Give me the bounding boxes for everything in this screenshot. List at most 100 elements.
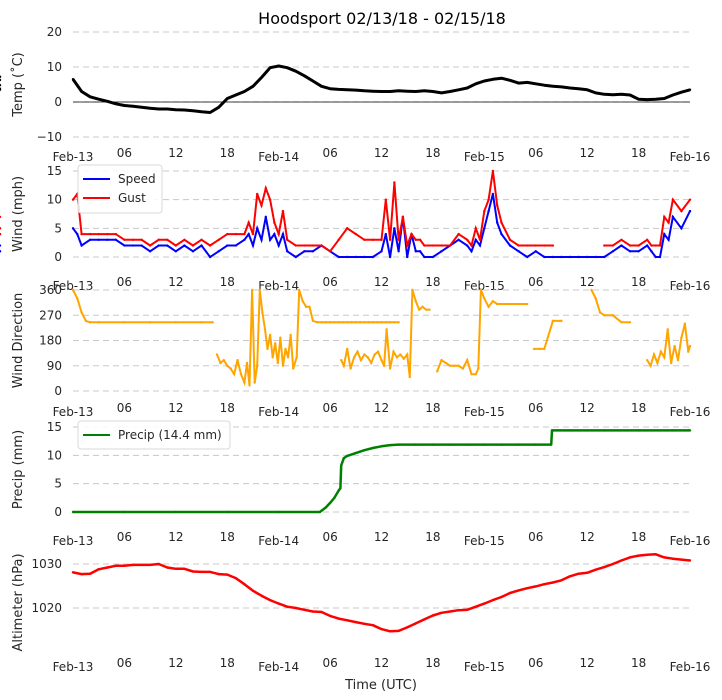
data-point — [380, 238, 383, 241]
data-point — [603, 429, 606, 432]
data-point — [208, 255, 212, 259]
data-point — [577, 87, 580, 90]
data-point — [208, 111, 212, 114]
data-point — [568, 86, 572, 90]
data-point — [397, 89, 400, 93]
data-point — [376, 350, 380, 353]
data-point — [517, 443, 520, 446]
data-point — [71, 288, 75, 292]
data-point — [406, 353, 409, 356]
data-point — [106, 100, 109, 103]
data-point — [256, 192, 259, 196]
y-tick-label: 0 — [54, 505, 62, 519]
data-point — [234, 93, 238, 97]
data-point — [680, 336, 683, 339]
data-point — [114, 232, 118, 236]
data-point — [388, 630, 392, 633]
y-tick-label: 90 — [47, 359, 62, 373]
data-point — [97, 232, 100, 236]
data-point — [226, 510, 229, 514]
data-point — [208, 244, 212, 247]
data-point — [551, 581, 555, 584]
data-point — [148, 321, 152, 324]
data-point — [328, 87, 332, 90]
data-point — [303, 250, 306, 253]
data-point — [645, 98, 649, 101]
data-point — [277, 602, 280, 605]
data-point — [247, 221, 250, 224]
data-point — [268, 198, 272, 201]
data-point — [393, 181, 396, 184]
data-point — [337, 255, 340, 259]
x-tick-label: Feb-16 — [670, 534, 711, 548]
data-point — [525, 244, 529, 247]
data-point — [71, 227, 75, 230]
data-point — [560, 85, 563, 89]
x-tick-label: 18 — [220, 530, 235, 544]
data-point — [418, 308, 421, 311]
data-point — [217, 106, 220, 109]
data-point — [611, 244, 615, 247]
x-tick-label: 18 — [631, 146, 646, 160]
data-point — [268, 598, 272, 602]
data-point — [551, 244, 555, 247]
data-point — [448, 610, 452, 613]
data-point — [140, 244, 143, 247]
data-point — [603, 565, 606, 569]
data-point — [688, 429, 692, 432]
data-point — [680, 209, 683, 213]
data-point — [543, 244, 546, 247]
data-point — [97, 321, 100, 324]
data-point — [191, 570, 195, 573]
data-point — [603, 244, 606, 247]
data-point — [534, 443, 537, 446]
data-point — [645, 358, 649, 362]
data-point — [620, 321, 623, 324]
data-point — [226, 573, 229, 576]
data-point — [346, 321, 349, 324]
data-point — [219, 361, 222, 365]
data-point — [140, 238, 143, 241]
data-point — [157, 562, 160, 566]
data-point — [80, 232, 83, 236]
data-point — [251, 85, 255, 88]
data-point — [673, 344, 676, 348]
data-point — [354, 321, 357, 324]
series-line — [72, 170, 691, 253]
data-point — [671, 198, 675, 201]
data-point — [174, 250, 178, 253]
data-point — [0, 227, 2, 230]
data-point — [166, 566, 169, 569]
data-point — [363, 321, 366, 324]
series-temp — [0, 64, 692, 114]
x-tick-label: 18 — [220, 146, 235, 160]
data-point — [256, 227, 259, 230]
data-point — [251, 589, 255, 593]
data-point — [243, 90, 246, 93]
data-point — [428, 308, 431, 311]
data-point — [247, 232, 250, 236]
data-point — [461, 367, 465, 370]
data-point — [311, 319, 315, 323]
data-point — [229, 367, 232, 370]
data-point — [388, 255, 392, 259]
data-point — [649, 364, 652, 367]
data-point — [324, 506, 327, 509]
data-point — [174, 321, 178, 324]
data-point — [248, 384, 251, 387]
data-point — [358, 321, 362, 324]
data-point — [676, 358, 680, 362]
data-point — [337, 489, 340, 492]
data-point — [453, 364, 456, 367]
data-point — [0, 88, 2, 91]
data-point — [260, 238, 263, 241]
data-point — [0, 78, 2, 82]
data-point — [211, 321, 214, 324]
data-point — [431, 90, 435, 93]
x-tick-label: 06 — [322, 146, 337, 160]
data-point — [487, 305, 490, 309]
data-point — [603, 255, 606, 259]
data-point — [281, 364, 285, 367]
y-tick-label: 1020 — [31, 601, 62, 615]
data-point — [174, 567, 178, 571]
